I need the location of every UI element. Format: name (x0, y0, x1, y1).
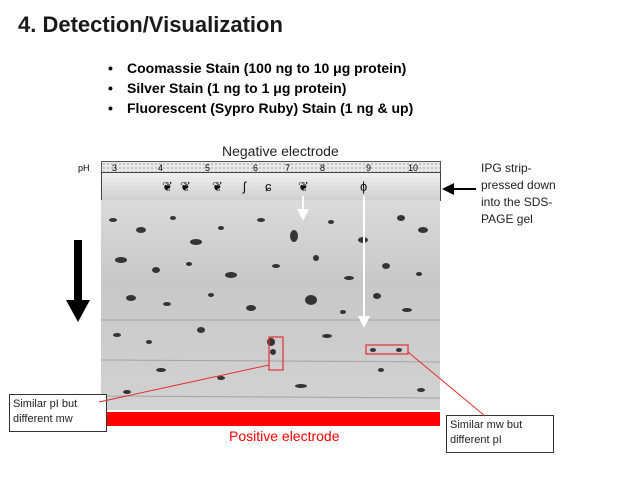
negative-electrode-label: Negative electrode (222, 143, 339, 159)
ph-tick: 5 (205, 163, 211, 173)
ipg-strip-note: IPG strip-pressed down into the SDS-PAGE… (481, 161, 556, 226)
leader-line-mw (407, 351, 486, 417)
sds-page-gel (101, 200, 440, 410)
ph-tick: 7 (285, 163, 291, 173)
slide-title: 4. Detection/Visualization (18, 12, 283, 37)
protein-fold-icon: ɸ (360, 179, 368, 194)
ph-tick: 8 (320, 163, 326, 173)
stain-list: Coomassie Stain (100 ng to 10 μg protein… (108, 58, 413, 118)
similar-mw-note: Similar mw but different pI (446, 415, 554, 453)
protein-fold-icon: ʃ (243, 179, 246, 194)
protein-fold-icon: ❦ (180, 179, 191, 194)
ph-tick: 10 (408, 163, 419, 173)
protein-fold-icon: ❦ (298, 179, 309, 194)
bullet-silver: Silver Stain (1 ng to 1 μg protein) (108, 78, 413, 98)
positive-electrode-bar (101, 412, 440, 426)
positive-electrode-label: Positive electrode (229, 428, 340, 444)
ph-label: pH (78, 163, 90, 173)
ph-tick: 3 (112, 163, 118, 173)
protein-fold-icon: ɕ (265, 179, 272, 194)
ph-tick: 9 (366, 163, 372, 173)
highlight-box-mw (365, 344, 409, 355)
gel-spots (101, 215, 440, 399)
protein-fold-icon: ❦ (212, 179, 223, 194)
similar-pi-note: Similar pI but different mw (9, 394, 107, 432)
ipg-strip (101, 172, 441, 201)
leader-line-pi (98, 364, 270, 403)
bullet-fluorescent: Fluorescent (Sypro Ruby) Stain (1 ng & u… (108, 98, 413, 118)
ph-tick: 6 (253, 163, 259, 173)
ph-gradient-strip (101, 161, 441, 173)
ph-tick: 4 (158, 163, 164, 173)
protein-fold-icon: ❦ (162, 179, 173, 194)
bullet-coomassie: Coomassie Stain (100 ng to 10 μg protein… (108, 58, 413, 78)
direction-arrow (66, 240, 90, 322)
highlight-box-pi (268, 336, 284, 371)
